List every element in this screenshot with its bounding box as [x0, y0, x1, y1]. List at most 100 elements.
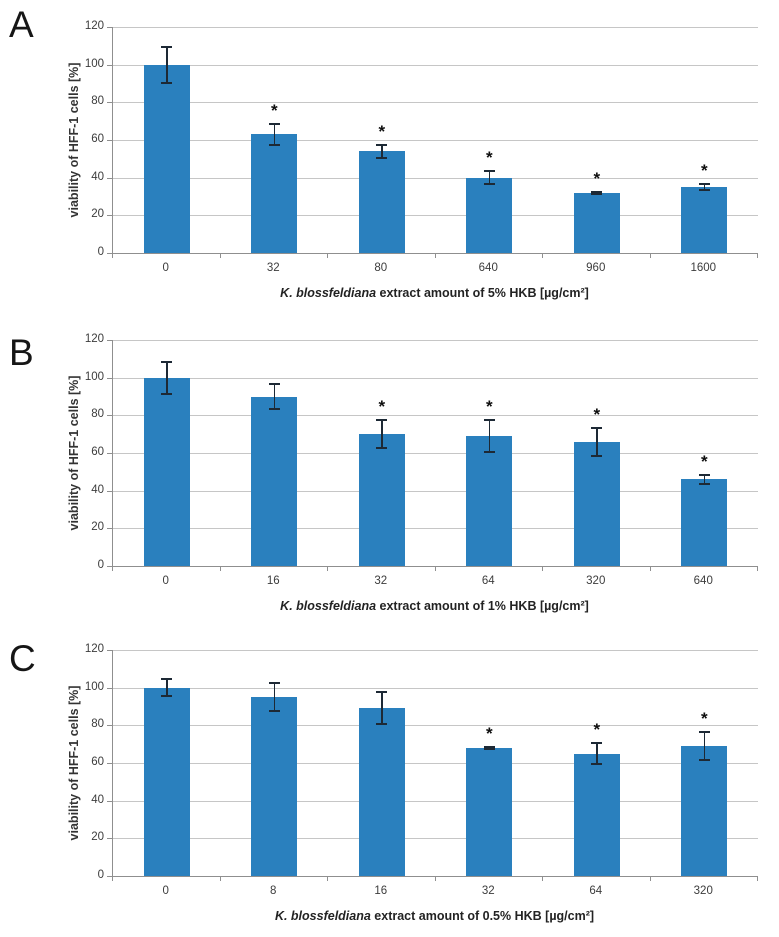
gridline — [113, 453, 758, 454]
y-tick-label: 0 — [97, 246, 104, 258]
x-tick-mark — [327, 877, 328, 881]
significance-asterisk: * — [270, 101, 278, 121]
bar — [466, 436, 513, 566]
bar — [681, 746, 728, 876]
error-bar-cap-top — [698, 473, 710, 476]
significance-asterisk: * — [593, 168, 601, 188]
x-tick-mark — [112, 877, 113, 881]
bar — [358, 708, 405, 876]
error-bar-line — [596, 742, 598, 765]
bar — [143, 64, 190, 253]
significance-asterisk: * — [485, 397, 493, 417]
x-tick-mark — [219, 567, 221, 571]
category-cell — [221, 650, 329, 876]
gridline — [113, 140, 758, 141]
x-tick-label: 320 — [586, 575, 606, 587]
category-cell — [113, 650, 221, 876]
y-tick-mark — [107, 876, 112, 877]
error-bar-cap-top — [591, 426, 603, 429]
x-axis-title-species: K. blossfeldiana — [274, 909, 371, 923]
error-bar-cap-top — [376, 419, 388, 422]
bar — [358, 434, 405, 566]
y-tick-label: 20 — [91, 831, 104, 844]
plot-area: * * * * — [112, 340, 758, 567]
y-tick-label: 80 — [91, 718, 104, 731]
x-tick-mark — [757, 877, 758, 881]
x-tick-label: 960 — [586, 262, 606, 274]
y-tick-mark — [107, 27, 112, 28]
gridline — [113, 763, 758, 764]
bar — [143, 377, 190, 566]
error-bar-line — [273, 123, 275, 146]
x-tick-mark — [112, 254, 113, 258]
y-tick-label: 40 — [91, 170, 104, 183]
error-bar-line — [166, 45, 168, 84]
y-tick-mark — [107, 800, 112, 802]
error-bar-cap-bottom — [161, 392, 173, 395]
significance-asterisk: * — [700, 451, 708, 471]
error-bar-cap-top — [698, 730, 710, 733]
y-tick-label: 120 — [84, 643, 104, 655]
x-tick-label: 64 — [481, 575, 495, 587]
panel-letter: C — [9, 638, 36, 679]
y-tick-label: 100 — [84, 370, 104, 383]
gridline — [113, 215, 758, 217]
x-tick-label: 0 — [162, 262, 169, 274]
gridline — [113, 687, 758, 689]
gridline — [113, 415, 758, 417]
x-tick-mark — [542, 567, 543, 571]
category-cell: * — [328, 340, 436, 566]
bar — [358, 151, 405, 253]
significance-asterisk: * — [378, 397, 386, 417]
y-tick-label: 100 — [84, 57, 104, 70]
y-tick-mark — [107, 528, 112, 530]
error-bar-cap-top — [268, 383, 280, 386]
category-cell: * — [651, 650, 759, 876]
panel-letter: A — [9, 4, 34, 45]
y-tick-mark — [107, 650, 112, 651]
significance-asterisk: * — [485, 148, 493, 168]
significance-asterisk: * — [593, 404, 601, 424]
y-tick-label: 0 — [97, 559, 104, 571]
x-tick-label: 640 — [478, 262, 498, 274]
y-tick-mark — [107, 763, 112, 764]
significance-asterisk: * — [700, 708, 708, 728]
error-bar-line — [703, 183, 705, 191]
y-tick-mark — [107, 453, 112, 454]
error-bar-line — [703, 473, 705, 486]
x-axis-title: K. blossfeldiana extract amount of 0.5% … — [112, 909, 757, 923]
significance-asterisk: * — [593, 720, 601, 740]
y-tick-label: 120 — [84, 20, 104, 32]
error-bar-cap-top — [268, 123, 280, 126]
error-bar-cap-top — [161, 678, 173, 681]
x-axis-title-rest: extract amount of 5% HKB [µg/cm²] — [376, 286, 589, 300]
x-tick-mark — [757, 254, 758, 258]
y-tick-mark — [107, 415, 112, 417]
y-tick-mark — [107, 340, 112, 341]
error-bar-cap-bottom — [591, 762, 603, 765]
gridline — [113, 490, 758, 492]
error-bar-cap-bottom — [698, 188, 710, 191]
gridline — [113, 650, 758, 651]
category-cell: * — [543, 650, 651, 876]
y-tick-mark — [107, 102, 112, 104]
error-bar-cap-top — [483, 419, 495, 422]
error-bar-line — [166, 678, 168, 698]
error-bar-cap-bottom — [376, 723, 388, 726]
bar — [573, 441, 620, 566]
plot-area: * * * — [112, 650, 758, 877]
error-bar-cap-bottom — [483, 747, 495, 750]
y-tick-label: 80 — [91, 95, 104, 108]
x-tick-label: 64 — [589, 885, 603, 897]
bar — [251, 134, 298, 253]
error-bar-cap-bottom — [268, 710, 280, 713]
x-tick-mark — [434, 567, 436, 571]
error-bar-cap-top — [161, 45, 173, 48]
bar — [681, 187, 728, 253]
error-bar-line — [381, 691, 383, 726]
gridline — [113, 340, 758, 341]
error-bar-line — [488, 170, 490, 186]
category-cell: * — [436, 340, 544, 566]
